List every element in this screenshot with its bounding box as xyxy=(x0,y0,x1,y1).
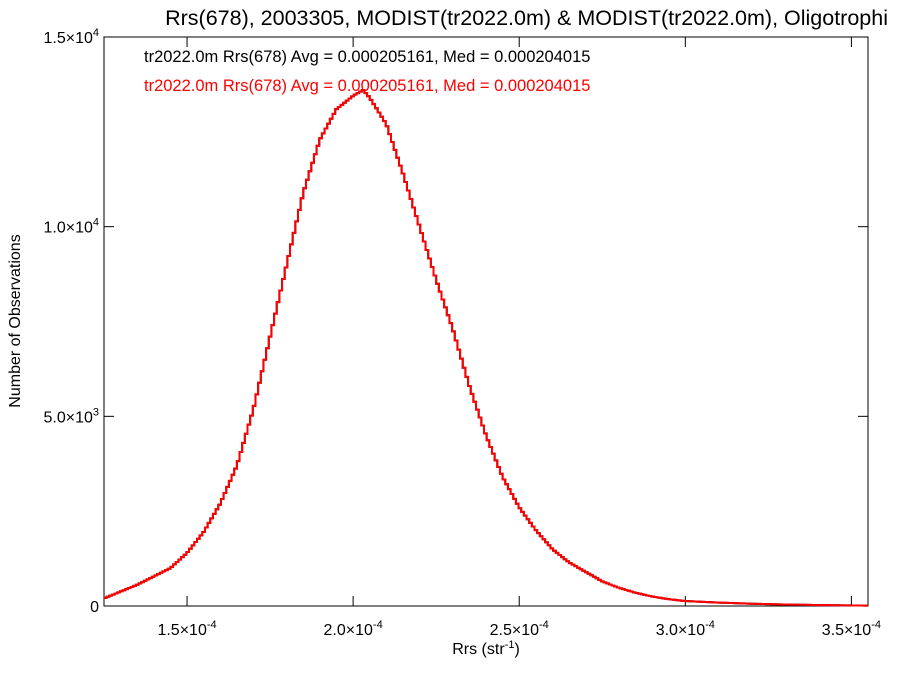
series-line-0 xyxy=(104,89,868,607)
y-axis-ticks: 0 5.0×103 1.0×104 1.5×104 xyxy=(43,27,868,616)
annotation-red: tr2022.0m Rrs(678) Avg = 0.000205161, Me… xyxy=(144,77,590,95)
x-tick-label: 2.5×10-4 xyxy=(490,619,549,639)
y-tick-label: 0 xyxy=(90,599,99,616)
series-line-1 xyxy=(104,89,868,607)
x-axis-label: Rrs (str-1) xyxy=(452,639,520,658)
x-tick-label: 3.5×10-4 xyxy=(822,619,881,639)
chart-title: Rrs(678), 2003305, MODIST(tr2022.0m) & M… xyxy=(165,6,888,30)
x-tick-label: 2.0×10-4 xyxy=(324,619,383,639)
x-tick-label: 3.0×10-4 xyxy=(656,619,715,639)
x-axis-ticks: 1.5×10-4 2.0×10-4 2.5×10-4 3.0×10-4 3.5×10-4 xyxy=(157,37,881,639)
plot-frame xyxy=(103,36,869,607)
series-layer xyxy=(104,89,868,607)
x-tick-label: 1.5×10-4 xyxy=(157,619,216,639)
y-tick-label: 1.0×104 xyxy=(43,217,99,237)
y-tick-label: 1.5×104 xyxy=(43,27,99,47)
y-axis-label: Number of Observations xyxy=(7,234,24,407)
annotation-black: tr2022.0m Rrs(678) Avg = 0.000205161, Me… xyxy=(144,48,590,66)
y-tick-label: 5.0×103 xyxy=(43,406,99,426)
